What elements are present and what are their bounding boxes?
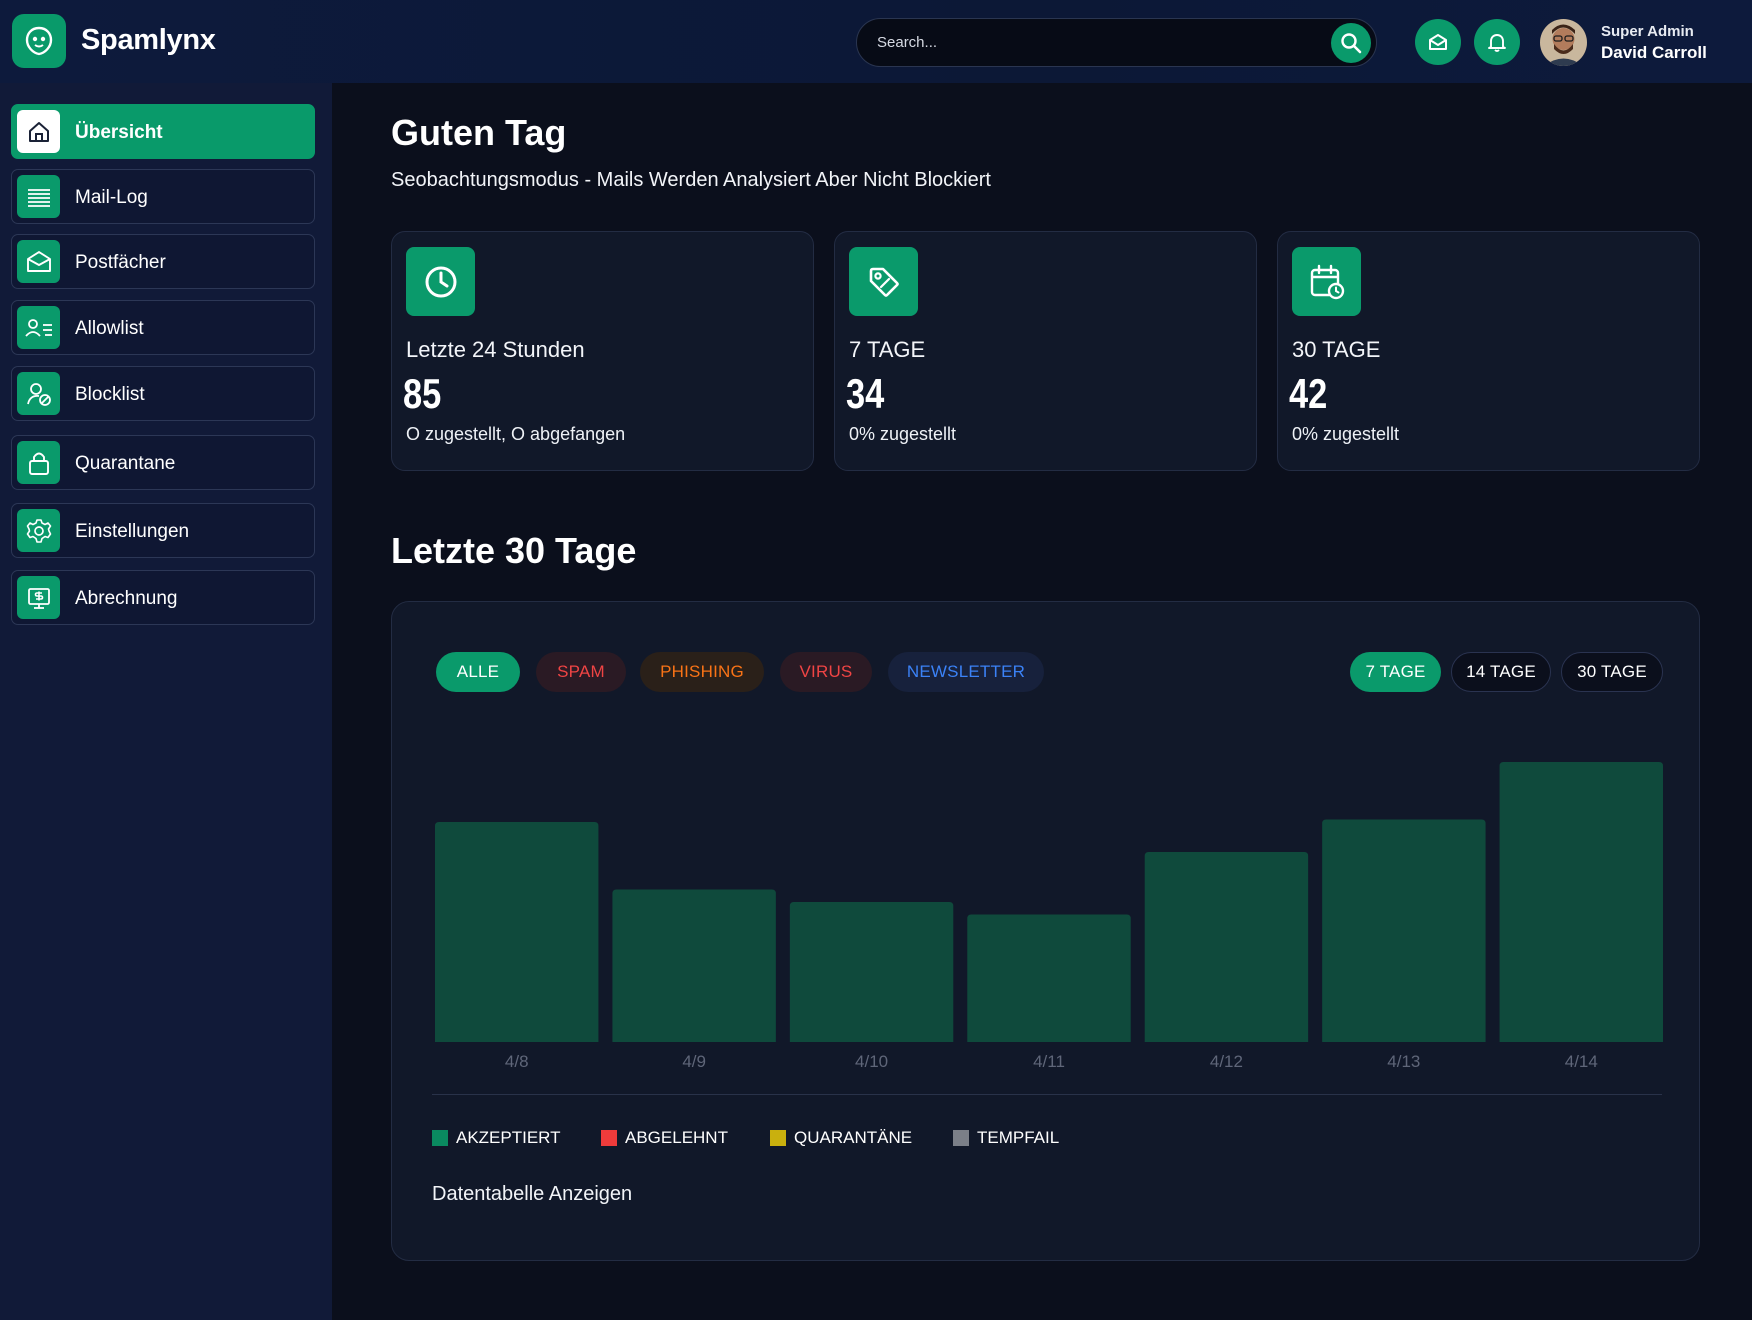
sidebar-item-label: Einstellungen bbox=[75, 521, 190, 542]
filter-newsletter[interactable]: NEWSLETTER bbox=[888, 652, 1044, 692]
chart-bar[interactable] bbox=[1144, 852, 1309, 1042]
user-role: Super Admin bbox=[1601, 23, 1694, 40]
x-tick-label: 4/14 bbox=[1565, 1052, 1598, 1071]
sidebar-item-allowlist[interactable]: Allowlist bbox=[11, 300, 315, 355]
notifications-button[interactable] bbox=[1474, 19, 1520, 65]
search-input[interactable] bbox=[877, 19, 1297, 66]
bar-chart: 4/8 4/9 4/10 4/11 4/12 4/13 4/14 bbox=[435, 762, 1663, 1071]
stat-value: 34 bbox=[846, 370, 885, 417]
filter-all[interactable]: ALLE bbox=[436, 652, 520, 692]
stat-label: 30 TAGE bbox=[1292, 337, 1381, 362]
search-button[interactable] bbox=[1331, 23, 1371, 63]
mail-button[interactable] bbox=[1415, 19, 1461, 65]
user-list-icon bbox=[17, 306, 60, 349]
top-bar: Spamlynx Super Ad bbox=[0, 0, 1752, 83]
user-name[interactable]: David Carroll bbox=[1601, 43, 1707, 62]
legend-label: AKZEPTIERT bbox=[456, 1128, 561, 1147]
logo-icon[interactable] bbox=[12, 14, 66, 68]
sidebar-item-label: Allowlist bbox=[75, 318, 144, 339]
home-icon bbox=[17, 110, 60, 153]
stat-card-30d: 30 TAGE 42 0% zugestellt bbox=[1277, 231, 1700, 471]
range-7-days[interactable]: 7 TAGE bbox=[1350, 652, 1441, 692]
chart-bar[interactable] bbox=[435, 822, 599, 1042]
x-tick-label: 4/9 bbox=[682, 1052, 706, 1071]
calendar-icon bbox=[1292, 247, 1361, 316]
sidebar-item-overview[interactable]: Übersicht bbox=[11, 104, 315, 159]
sidebar-item-quarantine[interactable]: Quarantane bbox=[11, 435, 315, 490]
legend-item-quarantine[interactable]: QUARANTÄNE bbox=[770, 1128, 912, 1148]
filter-phishing[interactable]: PHISHING bbox=[640, 652, 764, 692]
sidebar-item-label: Übersicht bbox=[75, 122, 163, 143]
sidebar-item-label: Quarantane bbox=[75, 453, 176, 474]
lock-icon bbox=[17, 441, 60, 484]
stat-value: 42 bbox=[1289, 370, 1328, 417]
search-box bbox=[856, 18, 1377, 67]
sidebar-item-label: Abrechnung bbox=[75, 588, 178, 609]
billing-icon bbox=[17, 576, 60, 619]
avatar[interactable] bbox=[1540, 19, 1587, 66]
x-tick-label: 4/11 bbox=[1033, 1052, 1065, 1071]
x-tick-label: 4/10 bbox=[855, 1052, 888, 1071]
chart-bar[interactable] bbox=[789, 902, 954, 1042]
legend-swatch bbox=[432, 1130, 448, 1146]
stat-label: 7 TAGE bbox=[849, 337, 926, 362]
chart-card: ALLE SPAM PHISHING VIRUS NEWSLETTER 7 TA… bbox=[391, 601, 1700, 1261]
page-title: Guten Tag bbox=[391, 112, 567, 153]
legend-label: TEMPFAIL bbox=[977, 1128, 1060, 1147]
sidebar-item-mailboxes[interactable]: Postfächer bbox=[11, 234, 315, 289]
user-block-icon bbox=[17, 372, 60, 415]
sidebar-item-billing[interactable]: Abrechnung bbox=[11, 570, 315, 625]
clock-icon bbox=[406, 247, 475, 316]
range-14-days[interactable]: 14 TAGE bbox=[1451, 652, 1551, 692]
legend-label: ABGELEHNT bbox=[625, 1128, 728, 1147]
chart-bar[interactable] bbox=[1499, 762, 1663, 1042]
section-title: Letzte 30 Tage bbox=[391, 530, 637, 571]
sidebar-item-settings[interactable]: Einstellungen bbox=[11, 503, 315, 558]
bell-icon bbox=[1488, 34, 1506, 52]
legend-swatch bbox=[770, 1130, 786, 1146]
brand-name[interactable]: Spamlynx bbox=[81, 24, 216, 56]
sidebar-item-label: Postfächer bbox=[75, 252, 166, 273]
legend-item-accepted[interactable]: AKZEPTIERT bbox=[432, 1128, 561, 1148]
legend-item-tempfail[interactable]: TEMPFAIL bbox=[953, 1128, 1059, 1148]
stat-detail: 0% zugestellt bbox=[1292, 424, 1400, 444]
page-subtitle: Seobachtungsmodus - Mails Werden Analysi… bbox=[391, 169, 991, 191]
legend-swatch bbox=[953, 1130, 969, 1146]
legend-swatch bbox=[601, 1130, 617, 1146]
stat-detail: O zugestellt, O abgefangen bbox=[406, 424, 626, 444]
filter-virus[interactable]: VIRUS bbox=[780, 652, 872, 692]
stat-detail: 0% zugestellt bbox=[849, 424, 957, 444]
sidebar-item-label: Mail-Log bbox=[75, 187, 148, 208]
chart-bar[interactable] bbox=[967, 914, 1131, 1043]
tag-icon bbox=[849, 247, 918, 316]
x-tick-label: 4/12 bbox=[1210, 1052, 1243, 1071]
filter-spam[interactable]: SPAM bbox=[536, 652, 626, 692]
sidebar-item-label: Blocklist bbox=[75, 384, 145, 405]
sidebar-item-mail-log[interactable]: Mail-Log bbox=[11, 169, 315, 224]
legend-label: QUARANTÄNE bbox=[794, 1128, 913, 1147]
legend-item-rejected[interactable]: ABGELEHNT bbox=[601, 1128, 728, 1148]
mail-icon bbox=[1429, 34, 1447, 50]
stat-value: 85 bbox=[403, 370, 442, 417]
stat-card-24h: Letzte 24 Stunden 85 O zugestellt, O abg… bbox=[391, 231, 814, 471]
sidebar-item-blocklist[interactable]: Blocklist bbox=[11, 366, 315, 421]
sidebar: Übersicht Mail-Log Postfächer bbox=[0, 83, 332, 1320]
chart-bar[interactable] bbox=[612, 889, 776, 1043]
x-tick-label: 4/13 bbox=[1387, 1052, 1420, 1071]
range-30-days[interactable]: 30 TAGE bbox=[1561, 652, 1663, 692]
stat-card-7d: 7 TAGE 34 0% zugestellt bbox=[834, 231, 1257, 471]
x-tick-label: 4/8 bbox=[505, 1052, 529, 1071]
list-icon bbox=[17, 175, 60, 218]
search-icon bbox=[1341, 33, 1362, 54]
gear-icon bbox=[17, 509, 60, 552]
stat-label: Letzte 24 Stunden bbox=[406, 337, 585, 362]
show-data-table-link[interactable]: Datentabelle Anzeigen bbox=[432, 1183, 633, 1205]
x-axis-line bbox=[432, 1094, 1662, 1095]
mailbox-icon bbox=[17, 240, 60, 283]
chart-bar[interactable] bbox=[1322, 819, 1486, 1043]
